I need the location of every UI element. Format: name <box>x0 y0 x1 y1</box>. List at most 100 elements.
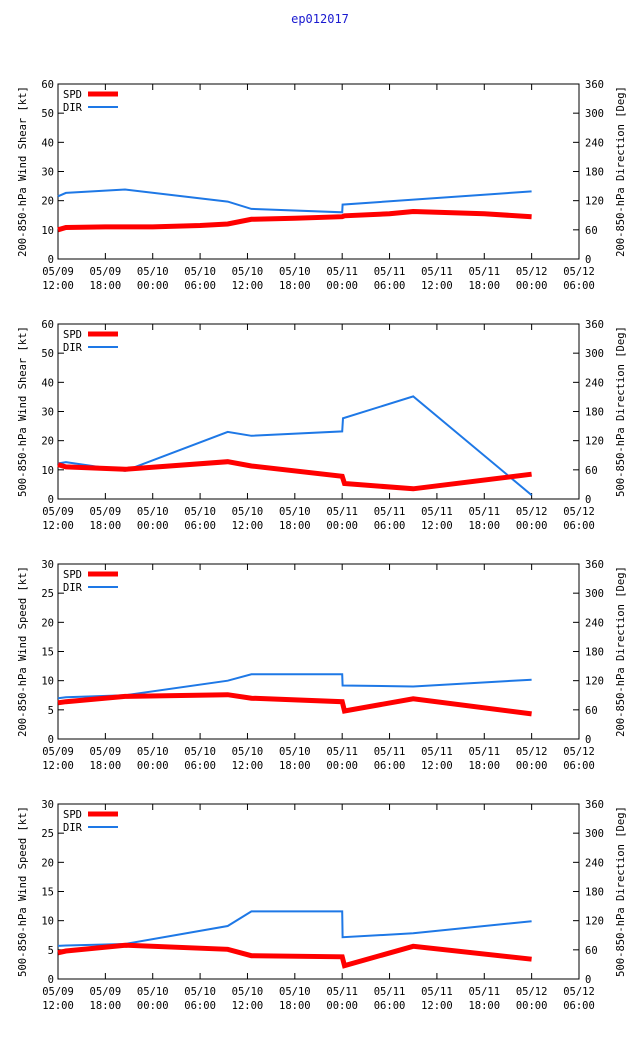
x-tick-label-date: 05/11 <box>326 986 358 998</box>
y2-tick-label: 120 <box>585 196 604 208</box>
x-tick-label-time: 06:00 <box>563 520 595 532</box>
x-tick-label-date: 05/11 <box>421 986 453 998</box>
x-tick-label-time: 18:00 <box>90 520 122 532</box>
x-tick-label-date: 05/12 <box>563 986 595 998</box>
x-tick-label-time: 12:00 <box>421 280 453 292</box>
y2-tick-label: 360 <box>585 559 604 571</box>
y-tick-label: 60 <box>41 319 54 331</box>
x-tick-label-time: 00:00 <box>326 1000 358 1012</box>
x-tick-label-time: 18:00 <box>468 280 500 292</box>
y-tick-label: 25 <box>41 828 54 840</box>
x-tick-label-time: 18:00 <box>279 280 311 292</box>
x-tick-label-time: 12:00 <box>42 520 74 532</box>
legend-label-dir: DIR <box>63 342 83 354</box>
x-tick-label-date: 05/12 <box>516 986 548 998</box>
x-tick-label-date: 05/10 <box>137 266 169 278</box>
y-tick-label: 30 <box>41 799 54 811</box>
plot-frame <box>57 83 580 260</box>
y-tick-label: 10 <box>41 465 54 477</box>
x-tick-label-time: 00:00 <box>137 1000 169 1012</box>
y-tick-label: 30 <box>41 407 54 419</box>
y-tick-label: 20 <box>41 436 54 448</box>
x-tick-label-date: 05/10 <box>279 506 311 518</box>
chart-3: 05101520253006012018024030036005/0912:00… <box>17 559 627 772</box>
y-tick-label: 0 <box>48 974 54 986</box>
x-tick-label-date: 05/12 <box>516 266 548 278</box>
y-tick-label: 0 <box>48 734 54 746</box>
legend-label-spd: SPD <box>63 89 82 101</box>
y-tick-label: 10 <box>41 676 54 688</box>
x-tick-label-date: 05/11 <box>468 986 500 998</box>
y-tick-label: 60 <box>41 79 54 91</box>
y2-tick-label: 300 <box>585 588 604 600</box>
y-axis-title: 200-850-hPa Wind Shear [kt] <box>17 86 29 257</box>
y-tick-label: 50 <box>41 108 54 120</box>
spd-series-line <box>57 692 532 717</box>
y2-axis-title: 500-850-hPa Direction [Deg] <box>615 806 627 977</box>
y2-tick-label: 240 <box>585 137 604 149</box>
x-tick-label-date: 05/12 <box>563 506 595 518</box>
legend-label-dir: DIR <box>63 582 83 594</box>
y2-tick-label: 0 <box>585 494 591 506</box>
x-tick-label-time: 00:00 <box>326 760 358 772</box>
y-tick-label: 15 <box>41 647 54 659</box>
x-tick-label-date: 05/09 <box>42 986 74 998</box>
dir-series-line <box>57 188 532 214</box>
y-tick-label: 20 <box>41 617 54 629</box>
x-tick-label-time: 00:00 <box>516 520 548 532</box>
y-tick-label: 0 <box>48 254 54 266</box>
x-tick-label-date: 05/11 <box>374 746 406 758</box>
x-tick-label-time: 06:00 <box>374 280 406 292</box>
y-axis-title: 500-850-hPa Wind Shear [kt] <box>17 326 29 497</box>
x-tick-label-time: 00:00 <box>516 1000 548 1012</box>
x-tick-label-date: 05/10 <box>279 746 311 758</box>
x-tick-label-time: 06:00 <box>563 1000 595 1012</box>
y-tick-label: 5 <box>48 705 54 717</box>
x-tick-label-date: 05/10 <box>184 746 216 758</box>
y2-tick-label: 120 <box>585 676 604 688</box>
x-tick-label-time: 06:00 <box>374 760 406 772</box>
x-tick-label-time: 12:00 <box>42 1000 74 1012</box>
x-tick-label-time: 18:00 <box>468 1000 500 1012</box>
x-tick-label-time: 12:00 <box>421 1000 453 1012</box>
y-axis-title: 200-850-hPa Wind Speed [kt] <box>17 566 29 737</box>
x-tick-label-date: 05/11 <box>468 266 500 278</box>
y2-tick-label: 0 <box>585 974 591 986</box>
x-tick-label-date: 05/11 <box>326 746 358 758</box>
x-tick-label-time: 00:00 <box>326 280 358 292</box>
x-tick-label-date: 05/11 <box>468 746 500 758</box>
legend-label-spd: SPD <box>63 329 82 341</box>
x-tick-label-date: 05/11 <box>421 266 453 278</box>
x-tick-label-date: 05/09 <box>42 746 74 758</box>
plot-frame <box>57 563 580 740</box>
y2-tick-label: 360 <box>585 799 604 811</box>
x-tick-label-time: 18:00 <box>279 1000 311 1012</box>
x-tick-label-date: 05/10 <box>184 506 216 518</box>
y-tick-label: 25 <box>41 588 54 600</box>
x-tick-label-date: 05/12 <box>516 746 548 758</box>
x-tick-label-date: 05/10 <box>232 986 264 998</box>
y2-tick-label: 240 <box>585 857 604 869</box>
x-tick-label-date: 05/09 <box>42 266 74 278</box>
x-tick-label-time: 00:00 <box>326 520 358 532</box>
y2-axis-title: 200-850-hPa Direction [Deg] <box>615 566 627 737</box>
plot-frame <box>57 803 580 980</box>
x-tick-label-date: 05/11 <box>374 266 406 278</box>
legend-label-dir: DIR <box>63 822 83 834</box>
x-tick-label-time: 06:00 <box>184 1000 216 1012</box>
x-tick-label-time: 12:00 <box>232 1000 264 1012</box>
x-tick-label-time: 00:00 <box>137 760 169 772</box>
y2-tick-label: 180 <box>585 167 604 179</box>
y2-tick-label: 60 <box>585 225 598 237</box>
y2-tick-label: 120 <box>585 436 604 448</box>
legend-label-spd: SPD <box>63 569 82 581</box>
x-tick-label-date: 05/09 <box>90 986 122 998</box>
x-tick-label-date: 05/10 <box>232 746 264 758</box>
x-tick-label-time: 06:00 <box>184 760 216 772</box>
x-tick-label-time: 18:00 <box>468 760 500 772</box>
x-tick-label-time: 12:00 <box>232 520 264 532</box>
x-tick-label-time: 12:00 <box>421 760 453 772</box>
y-tick-label: 0 <box>48 494 54 506</box>
y2-tick-label: 300 <box>585 108 604 120</box>
y-tick-label: 50 <box>41 348 54 360</box>
